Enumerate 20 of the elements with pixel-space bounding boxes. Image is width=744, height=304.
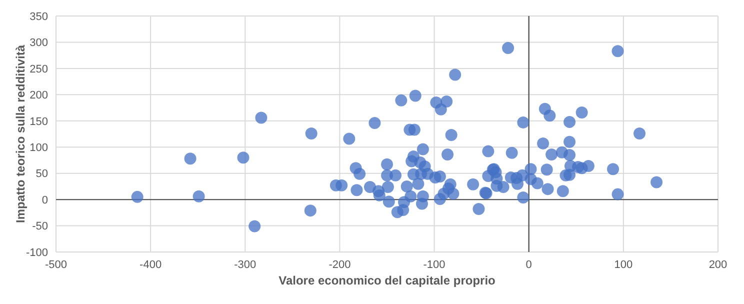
x-tick-label: 0 xyxy=(526,258,532,271)
x-tick-label: -100 xyxy=(423,258,446,271)
x-tick-label: -400 xyxy=(140,258,162,271)
y-tick-label: 200 xyxy=(30,90,48,102)
x-tick-label: -500 xyxy=(44,258,68,271)
x-tick-label: 200 xyxy=(708,258,728,271)
y-tick-label: 50 xyxy=(36,168,48,180)
x-tick-label: 100 xyxy=(614,258,633,271)
y-tick-label: 350 xyxy=(30,10,48,23)
y-axis-title: Impatto teorico sulla redditività xyxy=(13,44,28,224)
x-axis-title: Valore economico del capitale proprio xyxy=(278,274,496,288)
x-tick-label: -200 xyxy=(328,258,351,271)
y-tick-label: -100 xyxy=(26,246,48,259)
y-tick-label: 250 xyxy=(30,63,48,76)
y-tick-label: 150 xyxy=(30,116,48,128)
x-tick-label: -300 xyxy=(234,258,256,271)
y-tick-label: 300 xyxy=(30,37,48,50)
y-tick-label: 100 xyxy=(30,142,48,154)
y-tick-label: 0 xyxy=(42,194,48,206)
y-tick-label: -50 xyxy=(32,220,48,233)
